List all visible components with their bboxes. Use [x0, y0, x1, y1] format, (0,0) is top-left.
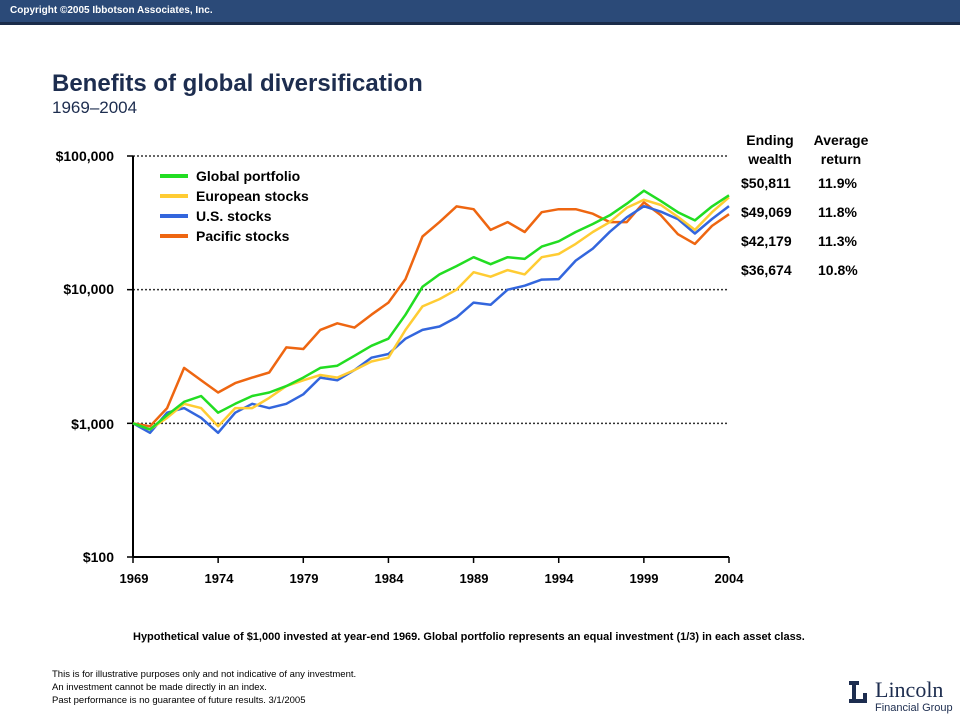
legend-label-pacific: Pacific stocks: [196, 228, 290, 244]
ending-wealth-global: $50,811: [741, 175, 791, 191]
legend-swatch-global: [160, 174, 188, 178]
x-tick-label: 2004: [714, 571, 744, 586]
logo-name: Lincoln: [875, 677, 944, 702]
lincoln-logo-mark-icon: [849, 681, 867, 703]
series-line-pacific-stocks: [132, 201, 730, 428]
average-return-us: 11.3%: [818, 233, 857, 249]
column-header-average-return: Average return: [806, 131, 876, 169]
series-line-u-s-stocks: [132, 204, 730, 435]
page-title: Benefits of global diversification: [52, 70, 423, 97]
page-subtitle: 1969–2004: [52, 98, 138, 117]
header-line: wealth: [748, 151, 792, 167]
y-tick-label: $1,000: [71, 416, 114, 432]
ending-wealth-us: $42,179: [741, 233, 792, 249]
average-return-pacific: 10.8%: [818, 262, 858, 278]
y-tick-label: $10,000: [63, 281, 114, 297]
header-line: Ending: [746, 132, 794, 148]
y-tick-label: $100: [82, 549, 114, 565]
logo-subtext: Financial Group: [875, 702, 953, 714]
lincoln-logo: Lincoln Financial Group: [845, 677, 955, 717]
column-header-ending-wealth: Ending wealth: [735, 131, 805, 169]
x-tick-label: 1969: [119, 571, 149, 586]
header-line: return: [820, 151, 862, 167]
legend-label-european: European stocks: [196, 188, 309, 204]
x-tick-label: 1999: [629, 571, 659, 586]
legend-label-global: Global portfolio: [196, 168, 301, 184]
disclaimer-line: Past performance is no guarantee of futu…: [52, 695, 306, 706]
disclaimer-line: An investment cannot be made directly in…: [52, 682, 267, 693]
average-return-european: 11.8%: [818, 204, 857, 220]
legend-swatch-us: [160, 214, 188, 218]
x-tick-label: 1974: [204, 571, 234, 586]
legend-label-us: U.S. stocks: [196, 208, 272, 224]
x-tick-label: 1979: [289, 571, 319, 586]
series-line-european-stocks: [132, 196, 730, 431]
ending-wealth-pacific: $36,674: [741, 262, 792, 278]
header-line: Average: [813, 132, 869, 148]
average-return-global: 11.9%: [818, 175, 857, 191]
x-tick-label: 1989: [459, 571, 489, 586]
disclaimer-line: This is for illustrative purposes only a…: [52, 669, 357, 680]
x-tick-label: 1994: [544, 571, 574, 586]
legend-swatch-european: [160, 194, 188, 198]
legend-swatch-pacific: [160, 234, 188, 238]
copyright-text: Copyright ©2005 Ibbotson Associates, Inc…: [10, 5, 213, 16]
chart-caption: Hypothetical value of $1,000 invested at…: [133, 631, 805, 643]
x-tick-label: 1984: [374, 571, 404, 586]
series-line-global-portfolio: [132, 189, 730, 431]
y-tick-label: $100,000: [55, 148, 114, 164]
ending-wealth-european: $49,069: [741, 204, 792, 220]
top-bar: Copyright ©2005 Ibbotson Associates, Inc…: [0, 0, 960, 25]
